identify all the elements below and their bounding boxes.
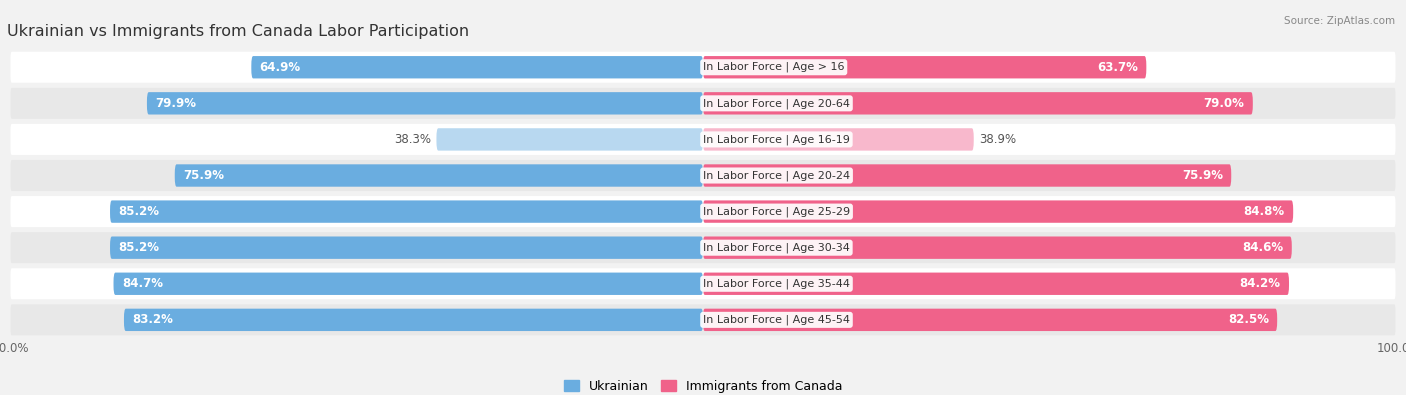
Text: 79.9%: 79.9% xyxy=(155,97,197,110)
FancyBboxPatch shape xyxy=(10,304,1396,335)
FancyBboxPatch shape xyxy=(10,124,1396,155)
FancyBboxPatch shape xyxy=(436,128,703,150)
FancyBboxPatch shape xyxy=(10,232,1396,263)
Text: 84.2%: 84.2% xyxy=(1240,277,1281,290)
Text: 84.7%: 84.7% xyxy=(122,277,163,290)
Text: 75.9%: 75.9% xyxy=(183,169,224,182)
Text: In Labor Force | Age 30-34: In Labor Force | Age 30-34 xyxy=(703,243,849,253)
FancyBboxPatch shape xyxy=(10,52,1396,83)
FancyBboxPatch shape xyxy=(703,273,1289,295)
Text: 84.6%: 84.6% xyxy=(1243,241,1284,254)
Text: 85.2%: 85.2% xyxy=(118,241,159,254)
Legend: Ukrainian, Immigrants from Canada: Ukrainian, Immigrants from Canada xyxy=(558,375,848,395)
Text: 85.2%: 85.2% xyxy=(118,205,159,218)
Text: Ukrainian vs Immigrants from Canada Labor Participation: Ukrainian vs Immigrants from Canada Labo… xyxy=(7,24,470,39)
Text: In Labor Force | Age 20-24: In Labor Force | Age 20-24 xyxy=(703,170,851,181)
Text: In Labor Force | Age 45-54: In Labor Force | Age 45-54 xyxy=(703,314,851,325)
Text: 84.8%: 84.8% xyxy=(1244,205,1285,218)
FancyBboxPatch shape xyxy=(703,128,974,150)
Text: 63.7%: 63.7% xyxy=(1097,61,1137,74)
FancyBboxPatch shape xyxy=(10,268,1396,299)
Text: In Labor Force | Age 25-29: In Labor Force | Age 25-29 xyxy=(703,206,851,217)
Text: In Labor Force | Age 20-64: In Labor Force | Age 20-64 xyxy=(703,98,851,109)
FancyBboxPatch shape xyxy=(114,273,703,295)
FancyBboxPatch shape xyxy=(703,164,1232,187)
FancyBboxPatch shape xyxy=(124,308,703,331)
Text: In Labor Force | Age > 16: In Labor Force | Age > 16 xyxy=(703,62,845,73)
FancyBboxPatch shape xyxy=(146,92,703,115)
Text: 38.9%: 38.9% xyxy=(980,133,1017,146)
Text: 79.0%: 79.0% xyxy=(1204,97,1244,110)
Text: 75.9%: 75.9% xyxy=(1182,169,1223,182)
Text: 82.5%: 82.5% xyxy=(1227,313,1268,326)
FancyBboxPatch shape xyxy=(174,164,703,187)
FancyBboxPatch shape xyxy=(703,308,1277,331)
Text: In Labor Force | Age 16-19: In Labor Force | Age 16-19 xyxy=(703,134,849,145)
FancyBboxPatch shape xyxy=(703,92,1253,115)
Text: 64.9%: 64.9% xyxy=(260,61,301,74)
FancyBboxPatch shape xyxy=(110,200,703,223)
FancyBboxPatch shape xyxy=(110,237,703,259)
FancyBboxPatch shape xyxy=(10,88,1396,119)
Text: 83.2%: 83.2% xyxy=(132,313,173,326)
FancyBboxPatch shape xyxy=(10,160,1396,191)
FancyBboxPatch shape xyxy=(703,56,1146,79)
FancyBboxPatch shape xyxy=(703,200,1294,223)
FancyBboxPatch shape xyxy=(252,56,703,79)
FancyBboxPatch shape xyxy=(703,237,1292,259)
Text: In Labor Force | Age 35-44: In Labor Force | Age 35-44 xyxy=(703,278,851,289)
Text: 38.3%: 38.3% xyxy=(394,133,430,146)
FancyBboxPatch shape xyxy=(10,196,1396,227)
Text: Source: ZipAtlas.com: Source: ZipAtlas.com xyxy=(1284,16,1395,26)
